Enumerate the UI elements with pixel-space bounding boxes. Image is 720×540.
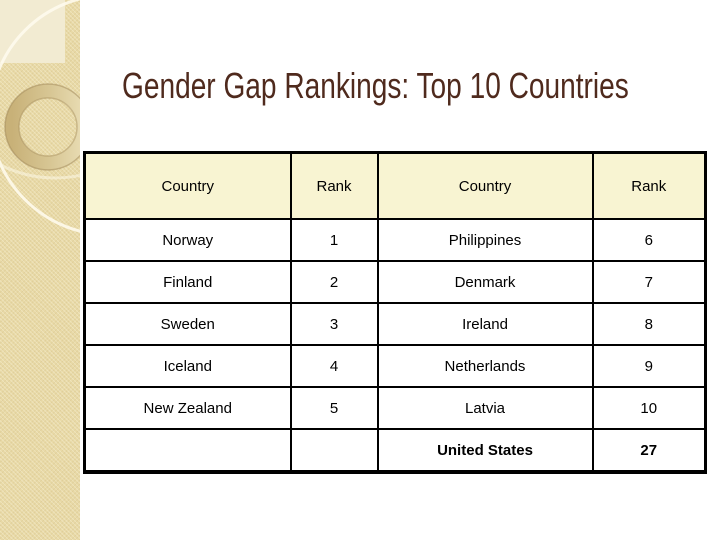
table-row: Iceland 4 Netherlands 9 [83,344,707,388]
header-cell-country-right: Country [376,151,594,220]
header-cell-rank-right: Rank [591,151,707,220]
cell-country: Ireland [376,302,594,346]
cell-rank [289,428,379,473]
header-cell-country-left: Country [83,151,292,220]
cell-country: Latvia [376,386,594,430]
ring-decoration [5,84,80,170]
table-row-united-states: United States 27 [83,428,707,473]
cell-country: Philippines [376,218,594,262]
cell-country: United States [376,428,594,473]
cell-rank: 4 [289,344,379,388]
cell-rank: 6 [591,218,707,262]
cell-country: Denmark [376,260,594,304]
table-row: Sweden 3 Ireland 8 [83,302,707,346]
sidebar-decoration [0,0,80,540]
cell-rank: 5 [289,386,379,430]
cell-rank: 27 [591,428,707,473]
ring-outline-decoration [18,97,78,157]
cell-country: New Zealand [83,386,292,430]
cell-rank: 9 [591,344,707,388]
cell-rank: 10 [591,386,707,430]
corner-square-decoration [0,0,65,63]
cell-country: Sweden [83,302,292,346]
cell-country: Norway [83,218,292,262]
header-cell-rank-left: Rank [289,151,379,220]
table-row: Finland 2 Denmark 7 [83,260,707,304]
slide-title: Gender Gap Rankings: Top 10 Countries [122,65,629,106]
thin-arc-decoration [0,162,80,180]
ring-outline-decoration [4,83,80,171]
cell-rank: 1 [289,218,379,262]
table-row: Norway 1 Philippines 6 [83,218,707,262]
sidebar-ornament-graphic [0,0,80,233]
cell-country: Iceland [83,344,292,388]
cell-rank: 3 [289,302,379,346]
cell-rank: 2 [289,260,379,304]
table-row: New Zealand 5 Latvia 10 [83,386,707,430]
table-header-row: Country Rank Country Rank [83,151,707,220]
cell-country: Finland [83,260,292,304]
cell-rank: 7 [591,260,707,304]
cell-country: Netherlands [376,344,594,388]
cell-rank: 8 [591,302,707,346]
rankings-table: Country Rank Country Rank Norway 1 Phili… [83,151,707,474]
cell-country [83,428,292,473]
